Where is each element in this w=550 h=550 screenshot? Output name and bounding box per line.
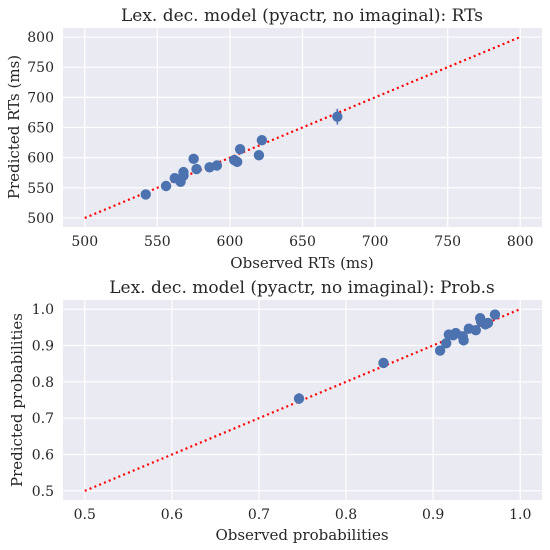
prob-data-point xyxy=(458,335,469,346)
rt-x-tick-label: 600 xyxy=(217,234,244,250)
rt-data-point xyxy=(253,150,265,161)
prob-chart: 0.5 0.6 0.7 0.8 0.9 1.0 0.5 0.6 0.7 0.8 0.9 1.0 Le… xyxy=(8,278,542,544)
rt-y-tick-label: 700 xyxy=(27,90,54,106)
rt-data-point xyxy=(256,134,268,146)
rt-x-axis-label: Observed RTs (ms) xyxy=(230,254,373,272)
rt-y-tick-label: 550 xyxy=(27,181,54,197)
prob-y-tick-label: 0.7 xyxy=(32,411,54,427)
rt-data-point xyxy=(160,180,172,192)
rt-chart: 500 550 600 650 700 750 800 500 550 600 650 700 750… xyxy=(5,6,542,272)
rt-y-tick-label: 600 xyxy=(27,151,54,167)
prob-data-point xyxy=(378,357,389,369)
rt-y-tick-label: 750 xyxy=(27,60,54,76)
rt-y-tick-label: 800 xyxy=(27,30,54,46)
prob-x-axis-label: Observed probabilities xyxy=(215,526,388,544)
prob-x-tick-label: 0.7 xyxy=(248,507,270,523)
prob-y-tick-label: 0.9 xyxy=(32,338,54,354)
rt-identity-line xyxy=(84,36,521,219)
prob-x-tick-label: 0.6 xyxy=(161,507,183,523)
prob-data-point xyxy=(489,309,501,320)
rt-data-point xyxy=(178,166,189,178)
rt-x-ticks: 500 550 600 650 700 750 800 xyxy=(71,234,533,250)
prob-y-tick-label: 0.6 xyxy=(32,448,54,464)
rt-x-tick-label: 750 xyxy=(434,234,461,250)
rt-y-axis-label: Predicted RTs (ms) xyxy=(5,55,23,199)
prob-y-tick-label: 1.0 xyxy=(32,302,54,318)
prob-x-tick-label: 0.9 xyxy=(422,507,444,523)
rt-x-tick-label: 550 xyxy=(144,234,171,250)
rt-y-tick-label: 500 xyxy=(27,211,54,227)
prob-data-point xyxy=(482,317,494,329)
prob-grid xyxy=(63,300,542,500)
prob-y-tick-label: 0.8 xyxy=(32,375,54,391)
prob-points xyxy=(293,309,501,404)
prob-x-ticks: 0.5 0.6 0.7 0.8 0.9 1.0 xyxy=(74,507,532,523)
prob-x-tick-label: 0.5 xyxy=(74,507,96,523)
prob-y-tick-label: 0.5 xyxy=(32,484,54,500)
prob-data-point xyxy=(434,345,446,356)
rt-data-point xyxy=(332,111,343,122)
rt-y-tick-label: 650 xyxy=(27,121,54,137)
rt-data-point xyxy=(188,153,199,165)
prob-data-point xyxy=(470,324,482,336)
prob-x-tick-label: 0.8 xyxy=(335,507,357,523)
rt-x-tick-label: 500 xyxy=(71,234,98,250)
prob-y-axis-label: Predicted probabilities xyxy=(8,313,26,487)
rt-data-point xyxy=(234,144,246,155)
prob-y-ticks: 0.5 0.6 0.7 0.8 0.9 1.0 xyxy=(32,302,54,500)
rt-data-point xyxy=(231,156,243,168)
rt-data-point xyxy=(211,160,223,171)
prob-chart-title: Lex. dec. model (pyactr, no imaginal): P… xyxy=(109,278,495,298)
prob-data-point xyxy=(293,393,305,404)
rt-y-ticks: 500 550 600 650 700 750 800 xyxy=(27,30,54,227)
rt-points xyxy=(140,111,343,200)
rt-data-point xyxy=(191,163,202,175)
rt-x-tick-label: 650 xyxy=(289,234,316,250)
prob-x-tick-label: 1.0 xyxy=(509,507,531,523)
prob-data-point xyxy=(441,338,452,349)
rt-chart-title: Lex. dec. model (pyactr, no imaginal): R… xyxy=(121,6,483,26)
rt-x-tick-label: 700 xyxy=(362,234,389,250)
rt-x-tick-label: 800 xyxy=(507,234,534,250)
rt-data-point xyxy=(140,189,151,200)
